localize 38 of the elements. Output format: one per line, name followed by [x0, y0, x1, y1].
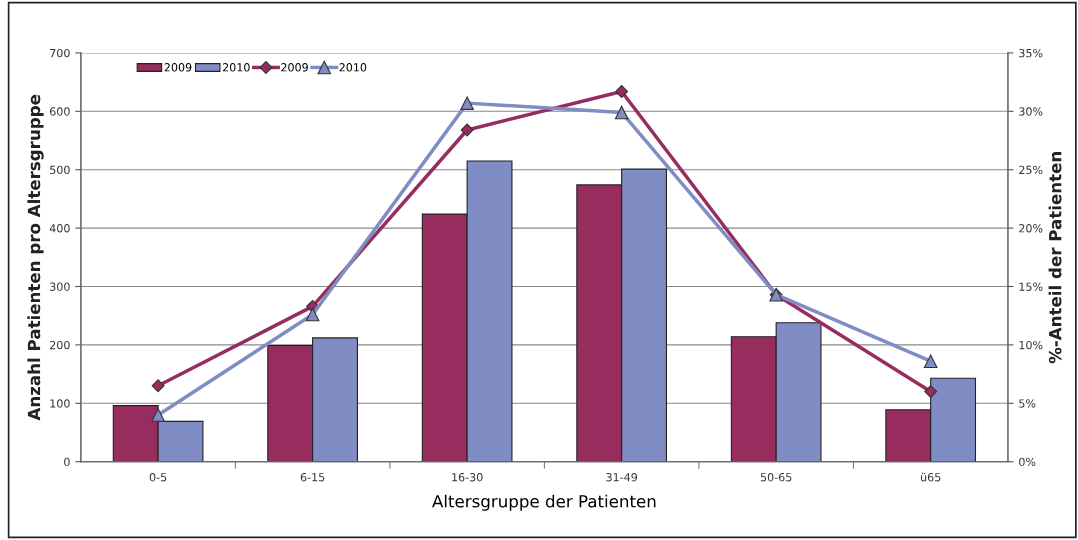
y-tick-label: 100	[50, 399, 70, 408]
point	[305, 307, 320, 322]
x-axis-title: Altersgruppe der Patienten	[432, 494, 656, 511]
point	[151, 379, 165, 393]
y2-tick-label: 0%	[1019, 457, 1036, 467]
point	[614, 105, 629, 120]
point	[151, 408, 165, 422]
y2-tick-label: 20%	[1019, 224, 1043, 233]
y2-tick-label: 5%	[1019, 399, 1036, 408]
y-tick-label: 600	[50, 107, 70, 116]
legend-label: 2010	[222, 63, 250, 72]
y-tick-label: 400	[49, 224, 70, 233]
y-tick-label: 700	[50, 48, 70, 58]
legend-label: 2009	[281, 63, 308, 72]
x-tick-label: 6-15	[300, 473, 325, 482]
y2-tick-label: 15%	[1019, 282, 1043, 291]
y-tick-label: 500	[50, 165, 70, 175]
y2-tick-label: 10%	[1019, 340, 1043, 350]
x-tick-label: 0-5	[149, 473, 167, 482]
x-tick-label: ü65	[921, 472, 941, 482]
x-tick-label: 16-30	[452, 473, 483, 482]
point	[460, 123, 474, 137]
y2-tick-label: 25%	[1019, 165, 1043, 175]
y2-tick-label: 35%	[1019, 48, 1043, 58]
y-axis-title: Anzahl Patienten pro Altersgruppe	[27, 94, 44, 421]
y-tick-label: 300	[50, 282, 70, 291]
legend-label: 2010	[339, 63, 367, 72]
point	[924, 385, 938, 399]
point	[923, 354, 938, 369]
y2-tick-label: 30%	[1019, 107, 1043, 116]
y-tick-label: 0	[64, 457, 70, 467]
x-tick-label: 31-49	[606, 473, 638, 482]
y-tick-label: 200	[50, 340, 70, 350]
point	[615, 85, 629, 98]
point	[460, 96, 474, 110]
x-tick-label: 50-65	[760, 473, 792, 482]
legend-label: 2009	[164, 63, 192, 72]
y2-axis-title: %-Anteil der Patienten	[1048, 152, 1062, 364]
